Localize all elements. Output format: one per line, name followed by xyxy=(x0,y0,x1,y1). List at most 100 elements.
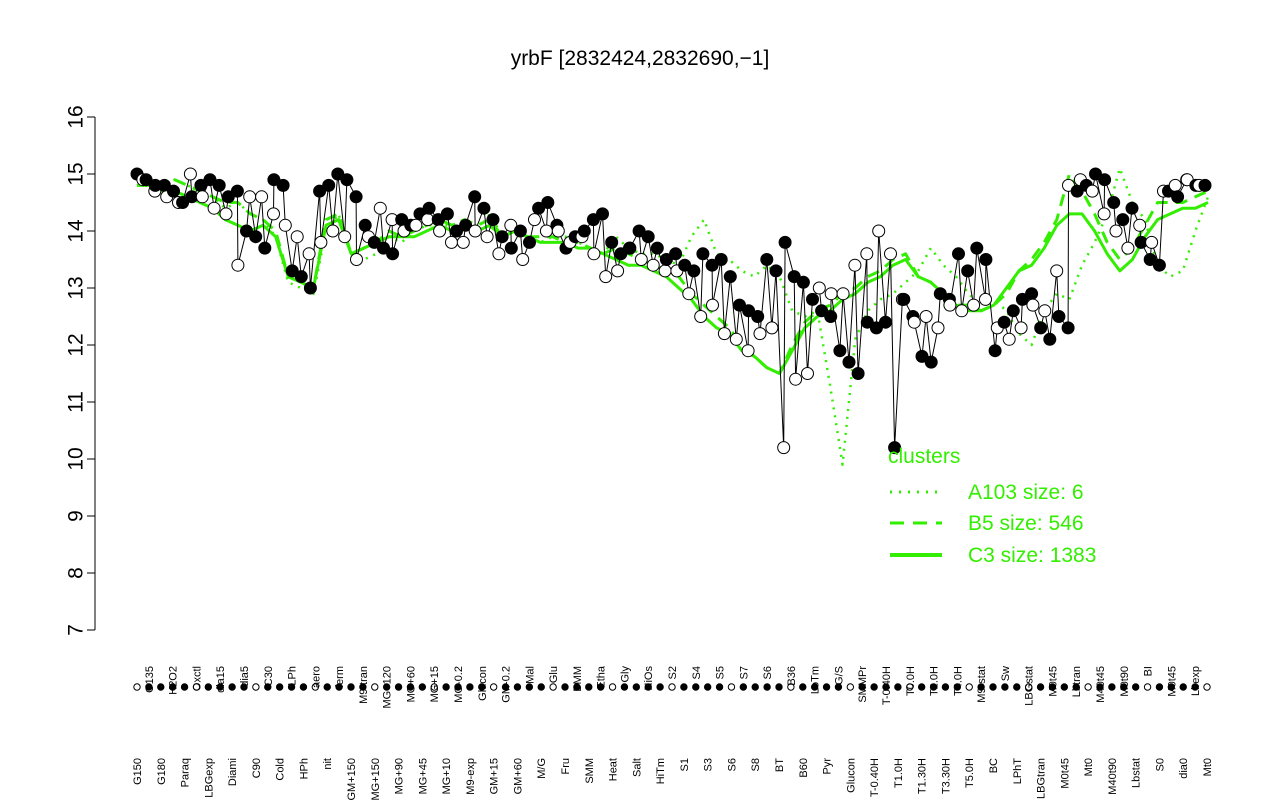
data-point-filled xyxy=(806,292,819,306)
x-tick-label: Fru xyxy=(560,758,572,775)
x-tick-label: LPhT xyxy=(1012,758,1024,785)
data-point-open xyxy=(611,264,625,278)
x-tick-label: Glucon xyxy=(845,758,857,793)
x-tick-label: S1 xyxy=(679,758,691,771)
x-tick-label: Gly xyxy=(619,666,631,683)
x-tick-label: Paraq xyxy=(180,758,192,787)
data-point-open xyxy=(587,247,601,261)
data-point-filled xyxy=(577,224,591,238)
x-tick-label: T4.0H xyxy=(952,666,964,696)
x-tick-label: Mt0 xyxy=(1083,758,1095,776)
x-tick-mark xyxy=(382,683,391,691)
data-point-filled xyxy=(1015,292,1029,306)
x-tick-label: Diami xyxy=(227,758,239,786)
data-point-filled xyxy=(1152,258,1166,272)
data-point-open xyxy=(1168,178,1182,192)
x-tick-label: Cold xyxy=(275,758,287,781)
x-tick-mark xyxy=(1203,683,1211,691)
data-point-filled xyxy=(796,275,810,289)
x-tick-label: S2 xyxy=(667,666,679,679)
x-tick-label: Salt xyxy=(631,758,643,777)
x-tick-mark xyxy=(1143,683,1152,691)
legend: clusters A103 size: 6 B5 size: 546 C3 si… xyxy=(888,445,1096,567)
x-tick-mark xyxy=(620,683,629,691)
data-point-open xyxy=(468,224,482,238)
data-point-open xyxy=(456,235,470,249)
data-point-open xyxy=(1121,241,1135,255)
x-tick-mark xyxy=(632,683,641,691)
data-point-filled xyxy=(787,270,801,284)
x-tick-label: LBGstat xyxy=(1024,666,1036,706)
data-point-open xyxy=(1002,332,1016,346)
data-point-filled xyxy=(1198,178,1212,192)
y-tick-label: 9 xyxy=(64,510,87,522)
x-tick-label: Pyr xyxy=(822,758,834,775)
data-point-filled xyxy=(1116,213,1130,227)
x-tick-label: dia0 xyxy=(1178,758,1190,779)
data-point-filled xyxy=(824,310,838,323)
x-tick-mark xyxy=(929,683,938,691)
x-tick-mark xyxy=(1036,683,1045,691)
y-tick-label: 8 xyxy=(64,567,87,579)
data-point-filled xyxy=(988,344,1002,358)
x-tick-mark xyxy=(287,683,296,691)
data-point-filled xyxy=(1052,310,1066,323)
x-tick-mark xyxy=(275,683,284,691)
data-point-open xyxy=(848,258,862,272)
data-point-open xyxy=(1097,207,1111,221)
x-tick-label: HPh xyxy=(298,758,310,779)
x-tick-mark xyxy=(906,683,914,691)
x-tick-label: M40t45 xyxy=(1095,666,1107,703)
x-tick-mark xyxy=(799,683,807,691)
data-point-open xyxy=(801,367,814,380)
x-tick-mark xyxy=(953,683,962,691)
x-tick-mark xyxy=(1001,683,1009,691)
data-point-open xyxy=(326,224,340,238)
x-tick-mark xyxy=(1096,683,1104,691)
data-point-open xyxy=(967,298,981,312)
data-point-filled xyxy=(422,201,436,215)
data-point-open xyxy=(1145,235,1159,249)
data-point-filled xyxy=(1034,321,1048,335)
x-tick-mark xyxy=(561,683,569,691)
data-point-open xyxy=(231,258,245,272)
data-point-open xyxy=(729,332,743,346)
x-tick-mark xyxy=(501,683,510,691)
data-point-open xyxy=(919,310,933,323)
x-tick-label: C30 xyxy=(263,666,275,686)
data-point-open xyxy=(682,287,696,301)
data-point-filled xyxy=(367,235,381,249)
x-tick-label: nit xyxy=(322,758,334,770)
data-point-open xyxy=(634,253,648,266)
data-point-filled xyxy=(203,173,217,187)
x-tick-mark xyxy=(168,683,177,691)
x-tick-label: GM+150 xyxy=(346,758,358,800)
x-tick-mark xyxy=(692,683,700,691)
x-tick-label: BT xyxy=(774,758,786,772)
data-point-open xyxy=(492,247,506,261)
x-tick-mark xyxy=(656,683,664,691)
x-tick-label: Oxctl xyxy=(191,666,203,691)
x-tick-mark xyxy=(1024,683,1033,691)
x-tick-label: Glu xyxy=(548,666,560,683)
legend-entry-a103: A103 size: 6 xyxy=(968,481,1084,504)
data-point-open xyxy=(824,287,838,301)
data-point-filled xyxy=(486,213,500,227)
data-point-filled xyxy=(952,247,965,261)
x-tick-mark xyxy=(466,683,474,691)
data-point-filled xyxy=(504,241,518,255)
x-tick-label: MG+45 xyxy=(417,758,429,794)
x-tick-label: C90 xyxy=(251,758,263,778)
x-tick-label: M9-stat xyxy=(976,666,988,703)
x-tick-label: G180 xyxy=(156,758,168,785)
x-tick-mark xyxy=(299,683,308,691)
series-line-2 xyxy=(137,183,1209,375)
x-tick-label: Lbexp xyxy=(1190,666,1202,696)
x-tick-label: T3.30H xyxy=(940,758,952,794)
data-point-open xyxy=(979,292,992,306)
x-tick-label: G150 xyxy=(132,758,144,785)
data-point-open xyxy=(195,190,209,204)
legend-entry-c3: C3 size: 1383 xyxy=(968,544,1096,567)
x-tick-mark xyxy=(180,683,189,691)
